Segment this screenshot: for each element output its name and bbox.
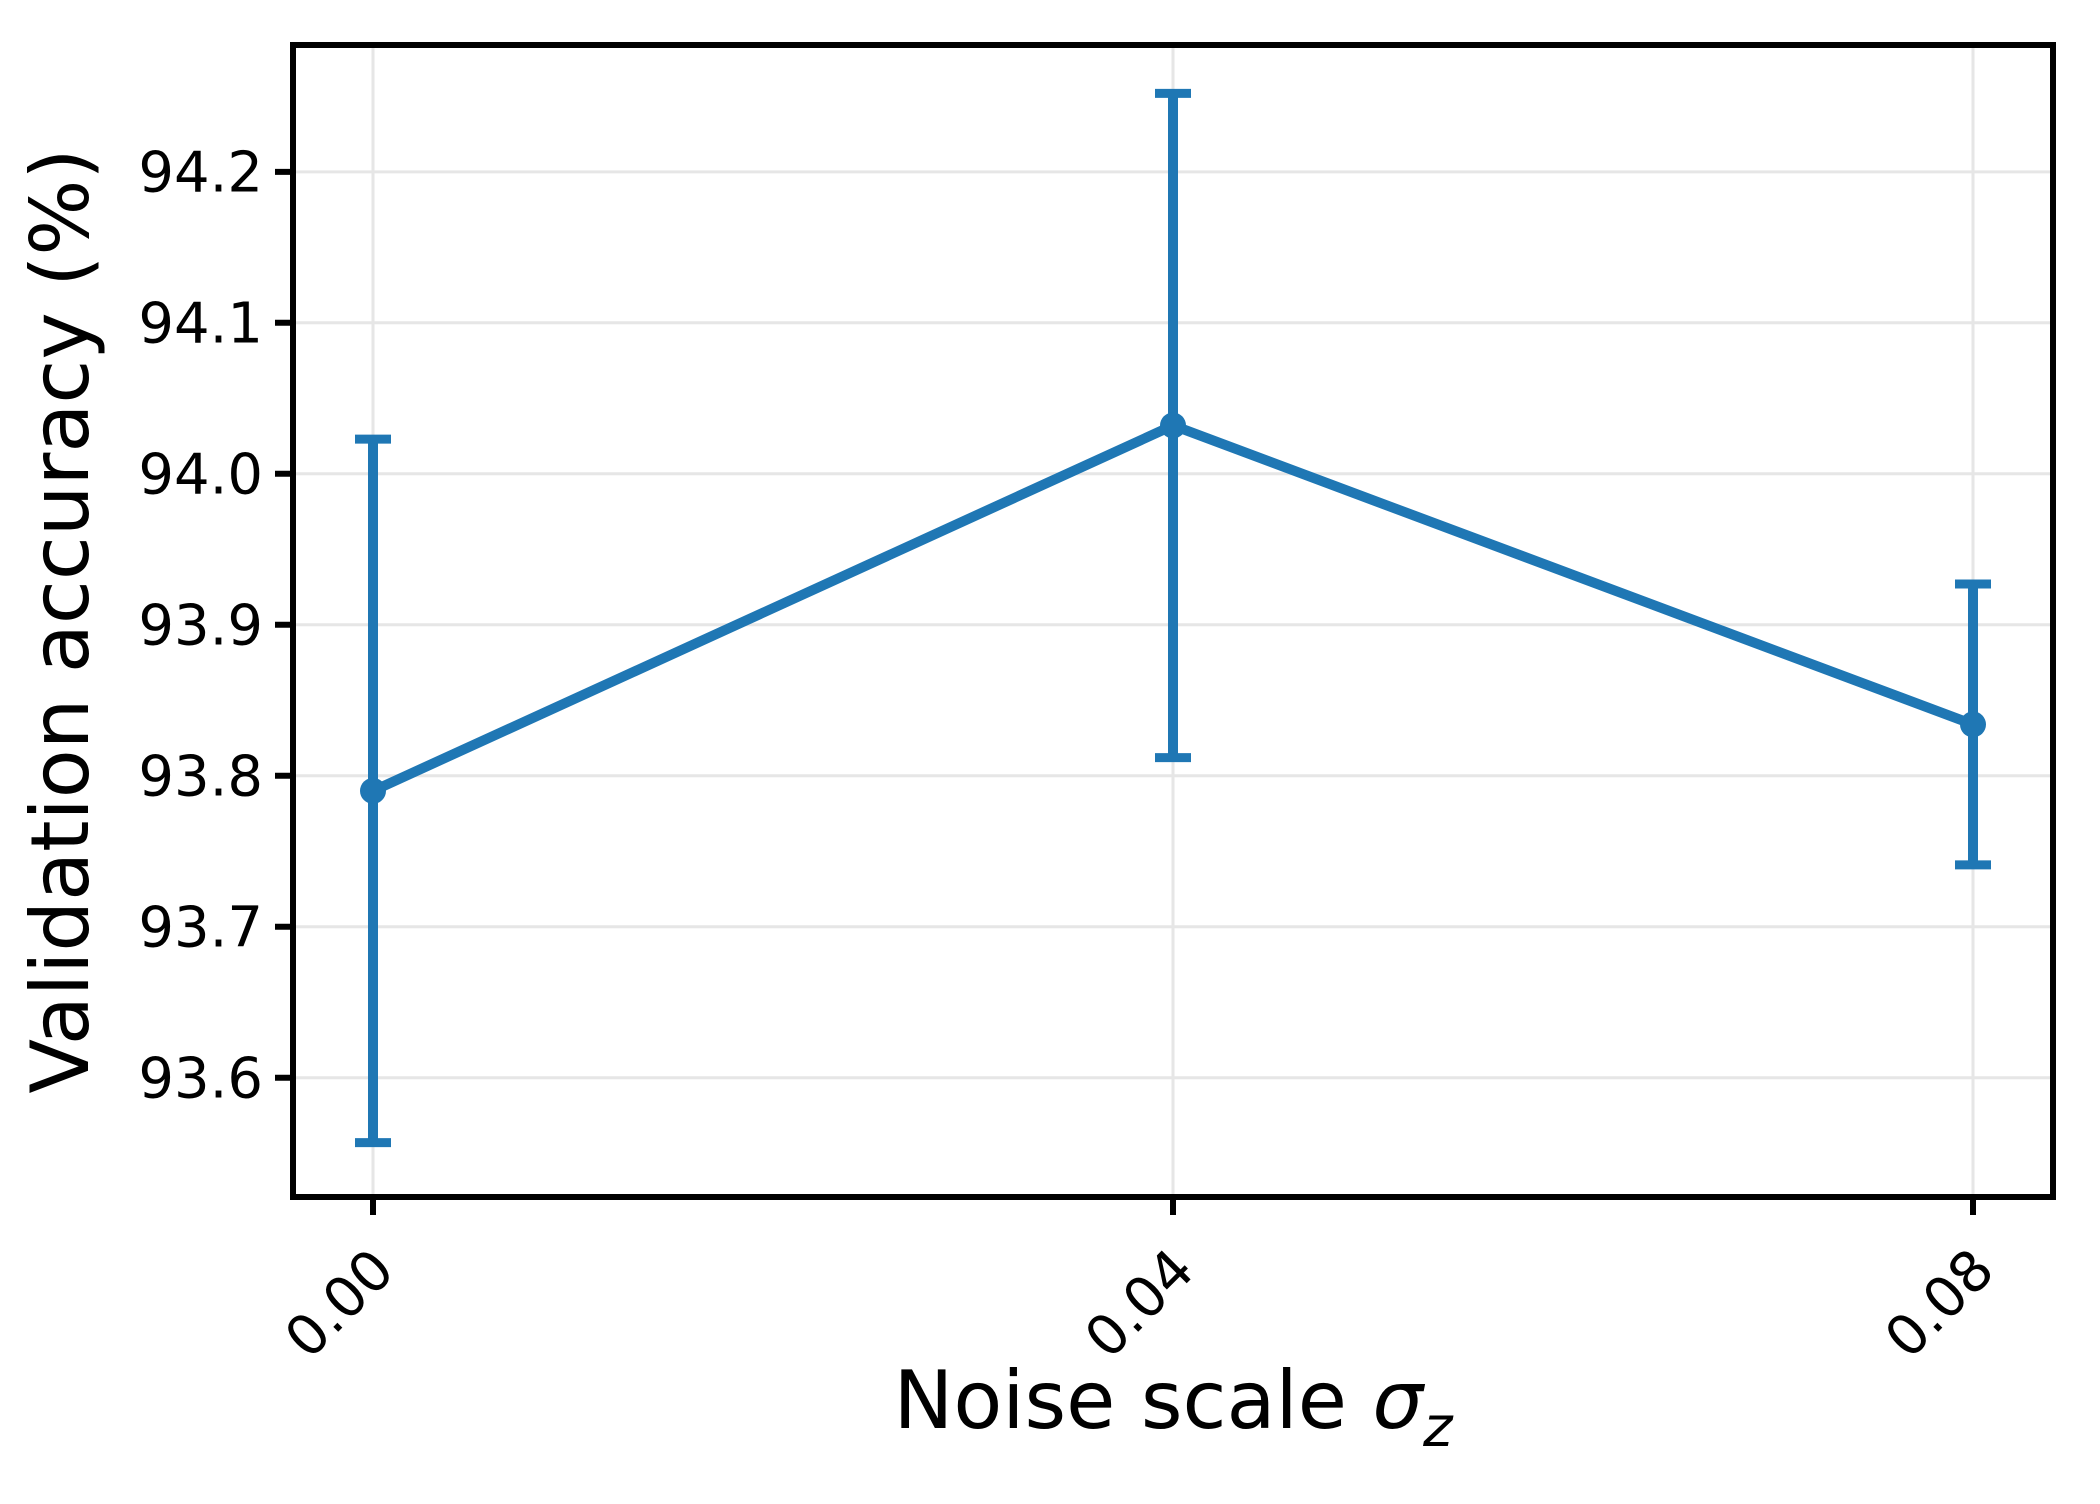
x-axis-label: Noise scale σz [893, 1354, 1454, 1460]
y-tick-label: 94.0 [138, 442, 263, 507]
data-point-marker [1960, 711, 1986, 738]
y-tick-label: 93.8 [138, 744, 263, 809]
data-point-marker [1160, 412, 1186, 439]
y-tick-label: 93.7 [138, 895, 263, 960]
y-tick-label: 94.1 [138, 291, 263, 356]
data-point-marker [360, 777, 386, 804]
y-tick-label: 94.2 [138, 140, 263, 205]
y-tick-label: 93.6 [138, 1046, 263, 1111]
y-tick-label: 93.9 [138, 593, 263, 658]
y-axis-label: Validation accuracy (%) [14, 148, 107, 1093]
